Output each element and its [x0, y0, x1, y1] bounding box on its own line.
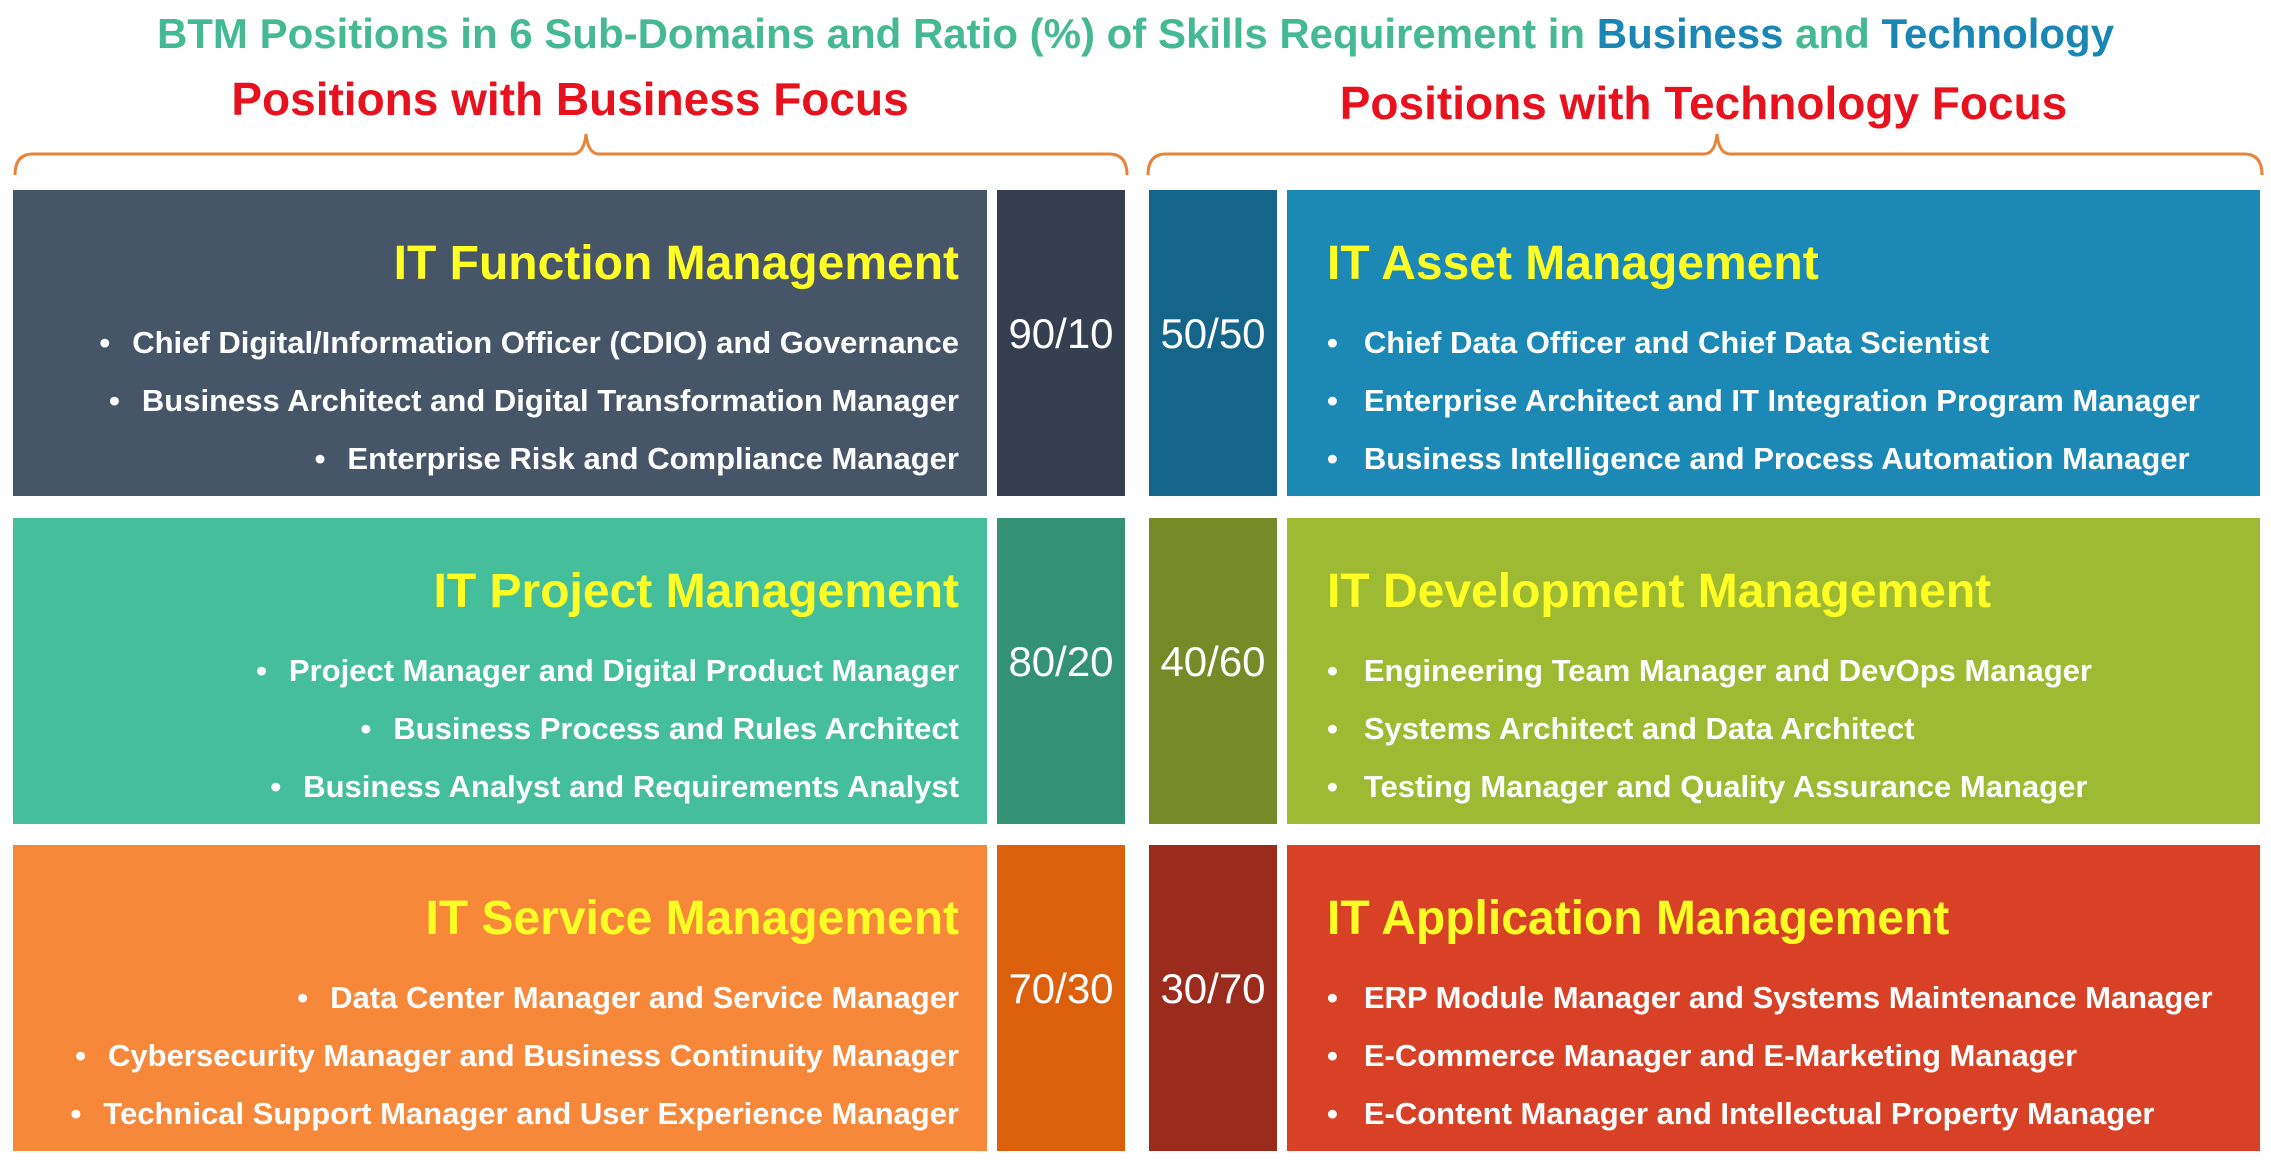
- it-asset-ratio: 50/50: [1149, 190, 1277, 496]
- it-project-ratio: 80/20: [997, 518, 1125, 824]
- it-service-ratio: 70/30: [997, 845, 1125, 1151]
- list-item: Data Center Manager and Service Manager: [13, 969, 959, 1027]
- block-heading: IT Project Management: [433, 565, 959, 618]
- technology-focus-label: Positions with Technology Focus: [1339, 77, 2068, 129]
- it-project-management-block: IT Project Management Project Manager an…: [13, 518, 987, 824]
- list-item: Systems Architect and Data Architect: [1327, 700, 2260, 758]
- position-list: Project Manager and Digital Product Mana…: [13, 642, 959, 816]
- it-function-ratio: 90/10: [997, 190, 1125, 496]
- block-heading: IT Service Management: [425, 892, 959, 945]
- list-item: Business Intelligence and Process Automa…: [1327, 430, 2260, 488]
- ratio-value: 50/50: [1160, 310, 1266, 357]
- list-item: ERP Module Manager and Systems Maintenan…: [1327, 969, 2260, 1027]
- list-item: Business Process and Rules Architect: [13, 700, 959, 758]
- block-heading: IT Development Management: [1327, 565, 1992, 618]
- list-item: Enterprise Architect and IT Integration …: [1327, 372, 2260, 430]
- business-focus-brace: [13, 133, 1129, 176]
- position-list: Data Center Manager and Service Manager …: [13, 969, 959, 1143]
- list-item: Chief Digital/Information Officer (CDIO)…: [13, 314, 959, 372]
- ratio-value: 30/70: [1160, 965, 1266, 1012]
- it-asset-management-block: IT Asset Management Chief Data Officer a…: [1287, 190, 2260, 496]
- it-application-ratio: 30/70: [1149, 845, 1277, 1151]
- block-heading: IT Function Management: [393, 237, 959, 290]
- position-list: Engineering Team Manager and DevOps Mana…: [1327, 642, 2260, 816]
- technology-focus-brace: [1146, 133, 2264, 176]
- list-item: Project Manager and Digital Product Mana…: [13, 642, 959, 700]
- list-item: E-Content Manager and Intellectual Prope…: [1327, 1085, 2260, 1143]
- it-service-management-block: IT Service Management Data Center Manage…: [13, 845, 987, 1151]
- ratio-value: 90/10: [1008, 310, 1114, 357]
- it-function-management-block: IT Function Management Chief Digital/Inf…: [13, 190, 987, 496]
- ratio-value: 40/60: [1160, 638, 1266, 685]
- list-item: Business Analyst and Requirements Analys…: [13, 758, 959, 816]
- title-technology-word: Technology: [1881, 10, 2115, 57]
- block-heading: IT Application Management: [1327, 892, 1950, 945]
- ratio-value: 70/30: [1008, 965, 1114, 1012]
- list-item: Testing Manager and Quality Assurance Ma…: [1327, 758, 2260, 816]
- list-item: Cybersecurity Manager and Business Conti…: [13, 1027, 959, 1085]
- list-item: Chief Data Officer and Chief Data Scient…: [1327, 314, 2260, 372]
- list-item: Engineering Team Manager and DevOps Mana…: [1327, 642, 2260, 700]
- list-item: Enterprise Risk and Compliance Manager: [13, 430, 959, 488]
- position-list: Chief Data Officer and Chief Data Scient…: [1327, 314, 2260, 488]
- it-development-management-block: IT Development Management Engineering Te…: [1287, 518, 2260, 824]
- title-business-word: Business: [1596, 10, 1784, 57]
- list-item: E-Commerce Manager and E-Marketing Manag…: [1327, 1027, 2260, 1085]
- business-focus-label: Positions with Business Focus: [231, 73, 909, 125]
- diagram-title: BTM Positions in 6 Sub-Domains and Ratio…: [0, 10, 2271, 58]
- list-item: Technical Support Manager and User Exper…: [13, 1085, 959, 1143]
- title-prefix: BTM Positions in 6 Sub-Domains and Ratio…: [156, 10, 1597, 57]
- ratio-value: 80/20: [1008, 638, 1114, 685]
- list-item: Business Architect and Digital Transform…: [13, 372, 959, 430]
- position-list: Chief Digital/Information Officer (CDIO)…: [13, 314, 959, 488]
- block-heading: IT Asset Management: [1327, 237, 1819, 290]
- it-development-ratio: 40/60: [1149, 518, 1277, 824]
- position-list: ERP Module Manager and Systems Maintenan…: [1327, 969, 2260, 1143]
- title-and-word: and: [1783, 10, 1882, 57]
- it-application-management-block: IT Application Management ERP Module Man…: [1287, 845, 2260, 1151]
